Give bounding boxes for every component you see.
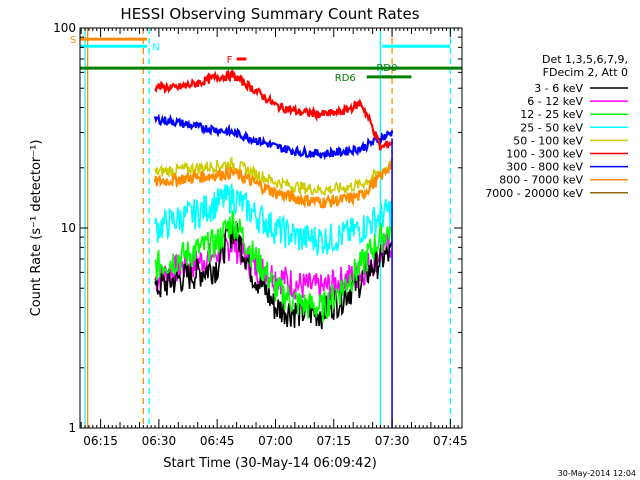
legend-label-0: 3 - 6 keV (534, 82, 583, 95)
series-800-7000-kev (153, 157, 394, 209)
x-tick-label-4: 07:15 (316, 434, 351, 448)
legend-label-7: 800 - 7000 keV (499, 174, 583, 187)
series-25-50-kev (154, 183, 393, 256)
x-tick-label-0: 06:15 (83, 434, 118, 448)
legend: Det 1,3,5,6,7,9,FDecim 2, Att 0 3 - 6 keV… (485, 53, 628, 200)
flag-label-6: RD6 (335, 73, 356, 84)
x-tick-label-5: 07:30 (375, 434, 410, 448)
flag-label-1: N (152, 42, 159, 53)
flag-bars: S N F RD0 RD6 (70, 35, 462, 84)
x-tick-label-3: 07:00 (258, 434, 293, 448)
x-tick-label-2: 06:45 (200, 434, 235, 448)
flag-label-5: RD0 (376, 63, 397, 74)
legend-label-2: 12 - 25 keV (520, 108, 583, 121)
axes: 1 10 100 06:15 06:30 06:45 07:00 07:15 07:30 07:4… (53, 21, 468, 448)
y-tick-label-1: 10 (61, 221, 76, 235)
y-tick-label-2: 100 (53, 21, 76, 35)
timestamp: 30-May-2014 12:04 (558, 469, 636, 478)
y-axis-label: Count Rate (s⁻¹ detector⁻¹) (29, 140, 44, 317)
legend-label-4: 50 - 100 keV (513, 134, 583, 147)
chart-title: HESSI Observing Summary Count Rates (120, 5, 419, 23)
legend-label-6: 300 - 800 keV (506, 161, 583, 174)
legend-label-5: 100 - 300 keV (506, 148, 583, 161)
series-300-800-kev (153, 113, 394, 161)
series-12-25-kev (154, 210, 393, 323)
x-axis-label: Start Time (30-May-14 06:09:42) (163, 456, 377, 471)
x-tick-label-1: 06:30 (142, 434, 177, 448)
x-tick-label-6: 07:45 (433, 434, 468, 448)
series-100-300-kev (154, 68, 393, 151)
legend-header-1: FDecim 2, Att 0 (543, 66, 628, 79)
legend-label-3: 25 - 50 keV (520, 121, 583, 134)
plot-area (84, 28, 451, 428)
legend-header-0: Det 1,3,5,6,7,9, (542, 53, 628, 66)
y-tick-label-0: 1 (68, 421, 76, 435)
flag-label-3: F (227, 55, 233, 66)
legend-label-8: 7000 - 20000 keV (485, 187, 583, 200)
flag-label-0: S (70, 35, 76, 46)
legend-label-1: 6 - 12 keV (527, 95, 583, 108)
